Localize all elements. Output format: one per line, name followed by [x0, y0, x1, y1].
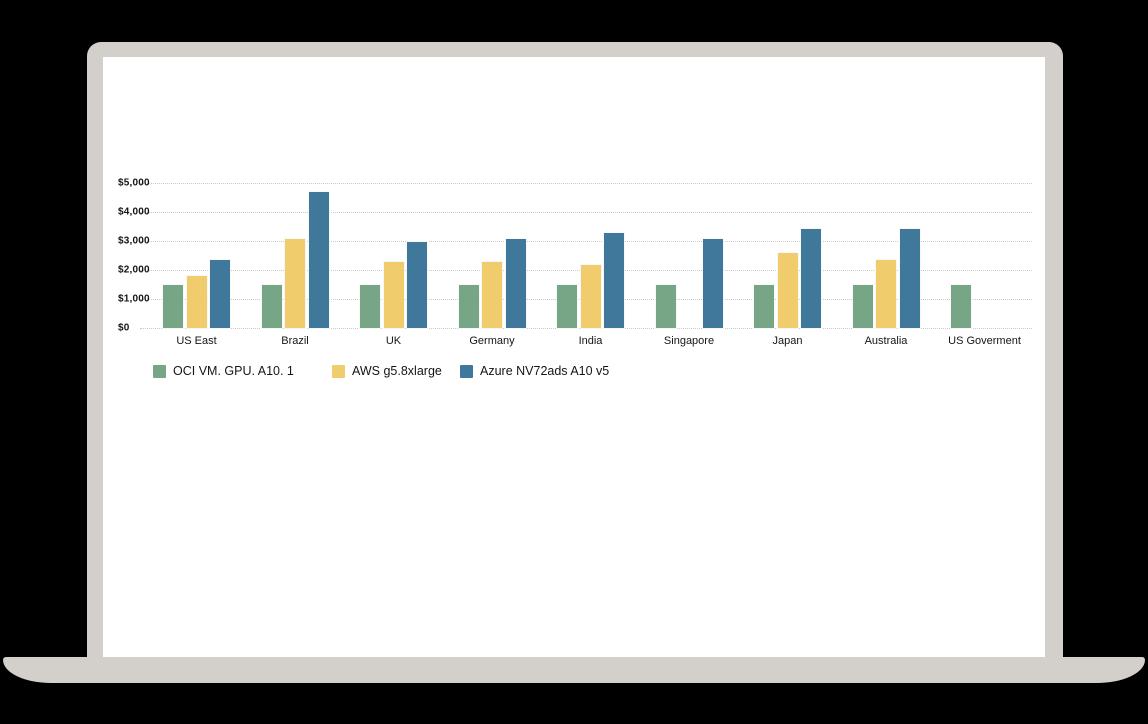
gridline — [140, 328, 1032, 329]
x-axis-label: US East — [176, 335, 217, 347]
bar — [580, 265, 601, 328]
legend-swatch-icon — [460, 364, 473, 378]
bar — [163, 285, 183, 328]
bar — [285, 238, 305, 328]
bar — [951, 285, 971, 328]
x-axis-label: Singapore — [663, 335, 715, 347]
y-axis-tick-label: $5,000 — [118, 177, 150, 189]
bar — [801, 228, 821, 328]
x-axis-label: UK — [385, 335, 402, 347]
bar — [899, 228, 920, 328]
x-axis-label: Brazil — [281, 335, 309, 347]
y-axis-tick-label: $3,000 — [118, 235, 150, 247]
gridline — [140, 241, 1032, 242]
legend-label: OCI VM. GPU. A10. 1 — [173, 364, 294, 378]
y-axis-tick-label: $1,000 — [118, 293, 150, 305]
bar — [261, 285, 282, 328]
bar-group-us-goverment — [951, 183, 1018, 328]
legend-item: Azure NV72ads A10 v5 — [460, 363, 609, 379]
y-axis-tick-label: $4,000 — [118, 206, 150, 218]
bar — [604, 232, 624, 328]
x-axis-label: Australia — [864, 335, 908, 347]
y-axis-tick-label: $0 — [118, 322, 130, 334]
bar — [458, 285, 479, 328]
bar — [852, 285, 873, 328]
bar — [210, 259, 230, 328]
x-axis-label: Germany — [469, 335, 515, 347]
bar — [655, 285, 676, 328]
bar-group-japan — [754, 183, 821, 328]
legend-label: Azure NV72ads A10 v5 — [480, 364, 610, 378]
bar — [557, 285, 577, 328]
bar — [383, 261, 404, 328]
legend-item: AWS g5.8xlarge — [332, 363, 442, 379]
x-axis-label: Japan — [772, 335, 803, 347]
legend-item: OCI VM. GPU. A10. 1 — [153, 363, 294, 379]
bar — [505, 238, 526, 328]
gridline — [140, 183, 1032, 184]
bar — [360, 285, 380, 328]
laptop-bezel: $0 $1,000 $2,000 $3,000 $4,000 $5,000 US East… — [87, 42, 1063, 658]
bar — [754, 285, 774, 328]
legend-swatch-icon — [332, 364, 345, 378]
bar-group-australia — [852, 183, 920, 328]
bar — [702, 238, 723, 328]
bar-group-us-east — [163, 183, 230, 328]
bar-group-india — [557, 183, 624, 328]
legend-label: AWS g5.8xlarge — [352, 364, 442, 378]
bar — [876, 259, 896, 328]
bar-group-singapore — [655, 183, 723, 328]
bar — [407, 242, 427, 328]
legend-swatch-icon — [153, 364, 166, 378]
y-axis-tick-label: $2,000 — [118, 264, 150, 276]
bar-group-brazil — [261, 183, 329, 328]
laptop-base — [3, 657, 1145, 683]
bar-group-germany — [458, 183, 526, 328]
bar — [186, 275, 207, 328]
gridline — [140, 212, 1032, 213]
x-axis-label: India — [578, 335, 603, 347]
bar — [482, 262, 502, 328]
bar — [777, 252, 798, 328]
bar-group-uk — [360, 183, 427, 328]
x-axis-label: US Goverment — [948, 335, 1021, 347]
bar — [308, 191, 329, 328]
laptop-screen: $0 $1,000 $2,000 $3,000 $4,000 $5,000 US East… — [103, 57, 1045, 658]
bar-chart-plot-area: $0 $1,000 $2,000 $3,000 $4,000 $5,000 — [118, 178, 1032, 334]
